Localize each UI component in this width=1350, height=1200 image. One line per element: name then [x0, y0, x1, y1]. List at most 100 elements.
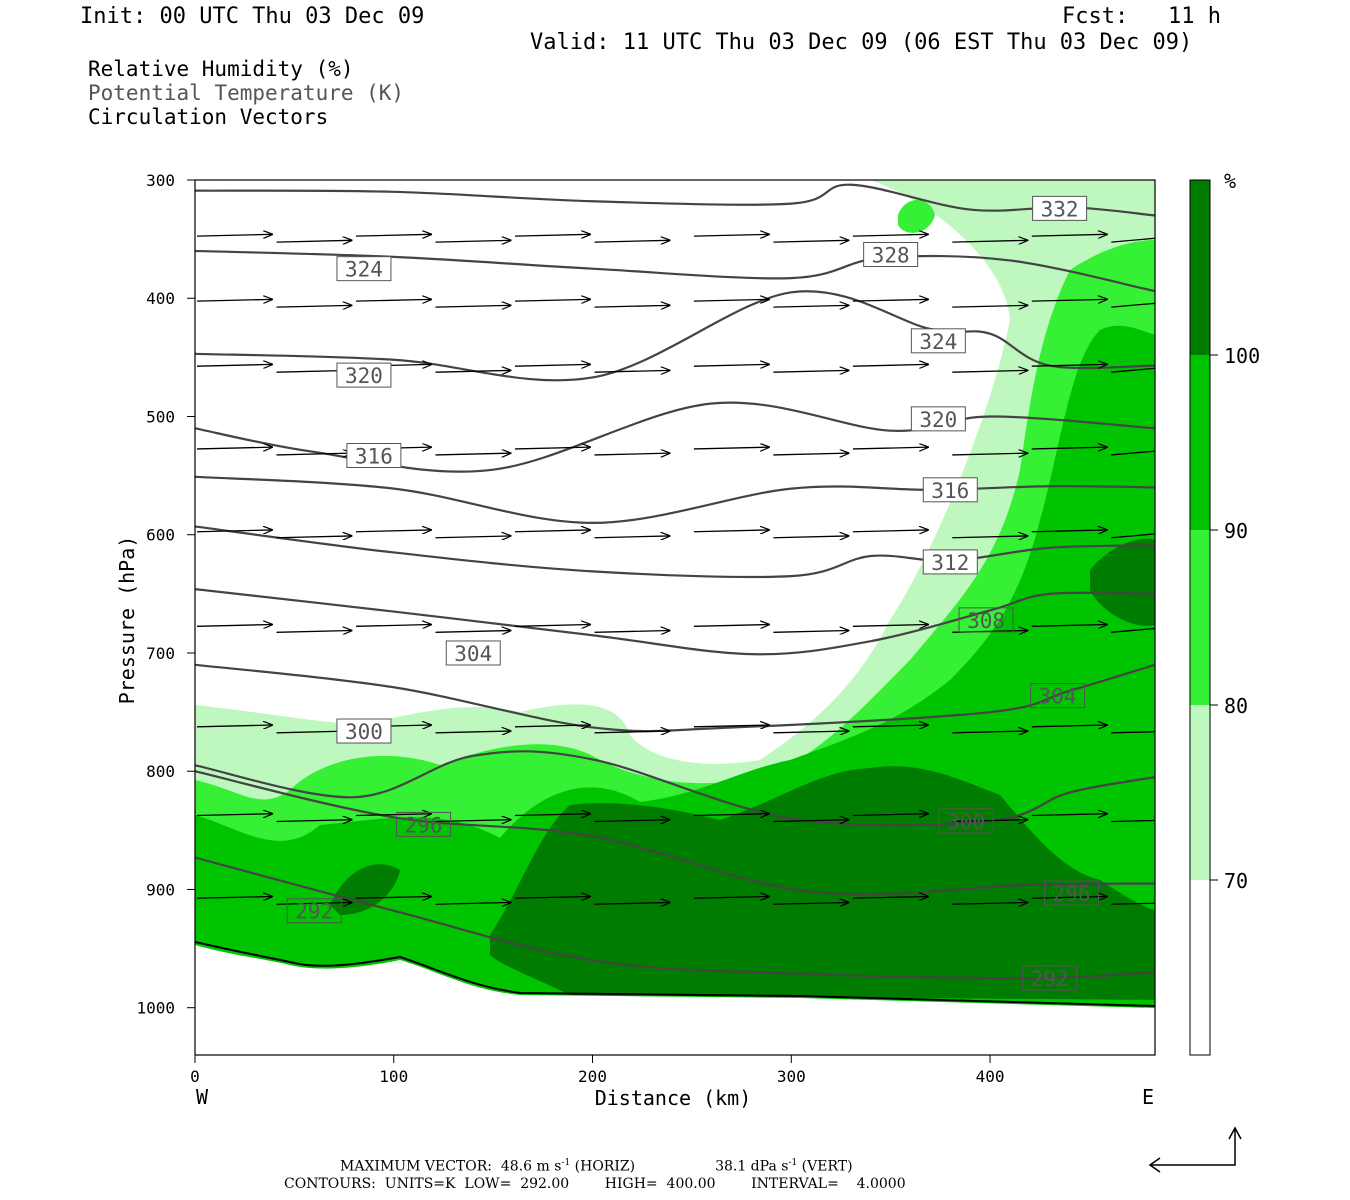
y-axis-label: Pressure (hPa) — [115, 536, 139, 705]
theta-label: 292 — [1031, 967, 1069, 991]
colorbar-segment — [1190, 880, 1210, 1055]
theta-contour-324 — [195, 290, 1155, 382]
colorbar-label: 70 — [1224, 869, 1248, 893]
circulation-vector — [1111, 902, 1155, 905]
theta-label-box — [346, 443, 402, 469]
circulation-vector — [594, 536, 670, 538]
circulation-vector — [276, 820, 352, 822]
circulation-vector — [773, 305, 848, 307]
theta-label-box — [1032, 195, 1088, 221]
circulation-vector — [514, 814, 590, 816]
circulation-vector — [952, 820, 1027, 822]
colorbar: 70 80 90 100 — [1189, 179, 1260, 1056]
circulation-vector — [196, 625, 272, 627]
theta-contour-308 — [195, 588, 1155, 656]
circulation-vector — [952, 453, 1027, 455]
circulation-vector — [1031, 530, 1107, 532]
circulation-vector — [952, 305, 1027, 307]
x-tick-label: 0 — [190, 1067, 200, 1086]
circulation-vector — [773, 902, 848, 904]
circulation-vector — [355, 234, 431, 236]
circulation-vector — [435, 631, 511, 633]
theta-label-box — [922, 549, 978, 575]
theta-contour-292 — [195, 856, 1155, 980]
circulation-vector — [276, 240, 352, 242]
theta-contour-320 — [195, 401, 1155, 473]
rh-pocket-top — [898, 200, 935, 233]
ground-line — [195, 941, 1155, 1007]
circulation-vector — [594, 305, 670, 307]
theta-label-box — [938, 808, 994, 834]
circulation-vector — [852, 725, 928, 727]
circulation-vector — [1031, 364, 1107, 366]
theta-label-box — [286, 898, 342, 924]
circulation-vector — [1111, 237, 1155, 243]
circulation-vector — [355, 625, 431, 627]
colorbar-frame — [1189, 179, 1211, 1056]
circulation-vector — [693, 625, 769, 627]
y-tick-label: 800 — [146, 762, 175, 781]
theta-label-box — [1030, 683, 1086, 709]
circulation-vector — [1111, 533, 1155, 539]
forecast-hour: Fcst: 11 h — [1062, 4, 1221, 29]
colorbar-label: 100 — [1224, 344, 1260, 368]
circulation-vector — [693, 814, 769, 816]
circulation-vector — [773, 820, 848, 822]
init-time: Init: 00 UTC Thu 03 Dec 09 — [80, 4, 425, 29]
theta-label-box — [958, 607, 1014, 633]
circulation-vector — [693, 299, 769, 301]
theta-label: 316 — [355, 445, 393, 469]
circulation-vector — [594, 453, 670, 455]
circulation-vector — [773, 536, 848, 538]
circulation-vector — [594, 370, 670, 372]
colorbar-label: 90 — [1224, 519, 1248, 543]
y-tick-label: 1000 — [136, 999, 175, 1018]
circulation-vector — [693, 447, 769, 449]
theta-label: 320 — [345, 364, 383, 388]
x-tick-label: 300 — [777, 1067, 806, 1086]
contour-info-line: CONTOURS: UNITS=K LOW= 292.00 HIGH= 400.… — [284, 1176, 906, 1192]
x-axis-label: Distance (km) — [595, 1086, 752, 1110]
circulation-vector — [594, 631, 670, 633]
valid-time: Valid: 11 UTC Thu 03 Dec 09 (06 EST Thu … — [530, 30, 1193, 55]
circulation-vector — [1111, 819, 1155, 823]
colorbar-segment — [1190, 355, 1210, 530]
theta-label-box — [1044, 880, 1100, 906]
max-vector-line: MAXIMUM VECTOR: 48.6 m s-1 (HORIZ) 38.1 d… — [340, 1158, 853, 1175]
theta-label: 296 — [405, 813, 443, 837]
rh-region-100 — [490, 766, 1155, 1000]
circulation-vector — [693, 530, 769, 532]
rh-region-100-upper — [1090, 538, 1155, 626]
circulation-vector — [355, 299, 431, 301]
theta-contour-312 — [195, 525, 1155, 579]
circulation-vector — [196, 530, 272, 532]
below-ground — [195, 945, 1155, 1055]
circulation-vector — [852, 814, 928, 816]
circulation-vector — [514, 896, 590, 898]
colorbar-unit: % — [1224, 169, 1236, 193]
theta-label-box — [1022, 965, 1078, 991]
theta-label: 304 — [1039, 685, 1077, 709]
x-tick-label: 400 — [976, 1067, 1005, 1086]
circulation-vector — [196, 814, 272, 816]
circulation-vector — [196, 364, 272, 366]
theta-label: 308 — [967, 609, 1005, 633]
circulation-vector — [1111, 367, 1155, 373]
circulation-vector — [594, 731, 670, 733]
circulation-vector — [435, 453, 511, 455]
circulation-vector — [1031, 447, 1107, 449]
circulation-vector — [693, 725, 769, 727]
circulation-vector — [435, 370, 511, 372]
circulation-vector — [514, 530, 590, 532]
x-tick-label: 100 — [379, 1067, 408, 1086]
circulation-vector — [276, 453, 352, 455]
circulation-vector — [1111, 731, 1155, 734]
theta-label: 292 — [295, 900, 333, 924]
circulation-vector — [773, 453, 848, 455]
circulation-vector — [355, 896, 431, 898]
circulation-vector — [693, 896, 769, 898]
circulation-vector — [514, 299, 590, 301]
theta-label: 316 — [931, 479, 969, 503]
circulation-vector — [852, 364, 928, 366]
theta-contour-296 — [195, 770, 1155, 896]
